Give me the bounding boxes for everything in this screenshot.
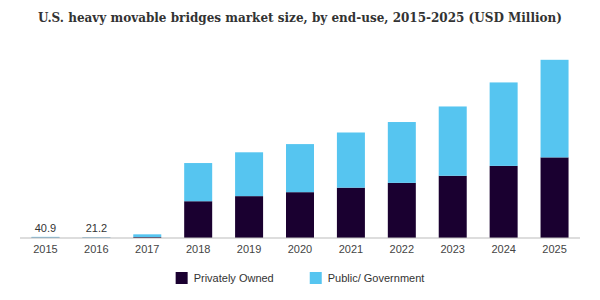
- x-tick-label: 2016: [84, 243, 108, 255]
- annotation: 21.2: [86, 222, 107, 234]
- bar: [439, 106, 467, 175]
- legend-swatch: [310, 272, 322, 284]
- x-tick-label: 2022: [390, 243, 414, 255]
- legend-label: Privately Owned: [194, 272, 274, 284]
- bar: [439, 176, 467, 238]
- legend: Privately Owned Public/ Government: [176, 272, 425, 284]
- x-tick-label: 2019: [237, 243, 261, 255]
- x-axis-line: [20, 238, 580, 239]
- x-tick-label: 2018: [186, 243, 210, 255]
- bar: [184, 163, 212, 201]
- bar: [541, 60, 569, 158]
- x-tick-label: 2023: [440, 243, 464, 255]
- bar: [286, 144, 314, 192]
- bar: [388, 183, 416, 238]
- legend-item: Public/ Government: [310, 272, 425, 284]
- bar: [337, 188, 365, 238]
- legend-swatch: [176, 272, 188, 284]
- x-tick-label: 2025: [542, 243, 566, 255]
- bar: [235, 196, 263, 238]
- chart: U.S. heavy movable bridges market size, …: [0, 0, 600, 300]
- bar: [235, 152, 263, 196]
- bar: [337, 132, 365, 187]
- bars: [31, 60, 568, 238]
- bar: [286, 192, 314, 238]
- legend-item: Privately Owned: [176, 272, 274, 284]
- annotation: 40.9: [35, 222, 56, 234]
- bar: [184, 201, 212, 238]
- bar: [388, 122, 416, 183]
- x-tick-label: 2020: [288, 243, 312, 255]
- x-tick-label: 2024: [491, 243, 515, 255]
- bar: [490, 166, 518, 238]
- x-tick-label: 2015: [33, 243, 57, 255]
- x-tick-label: 2017: [135, 243, 159, 255]
- bar: [541, 157, 569, 238]
- x-tick-label: 2021: [339, 243, 363, 255]
- title: U.S. heavy movable bridges market size, …: [38, 11, 562, 25]
- legend-label: Public/ Government: [328, 272, 425, 284]
- bar: [490, 82, 518, 165]
- bar: [133, 234, 161, 237]
